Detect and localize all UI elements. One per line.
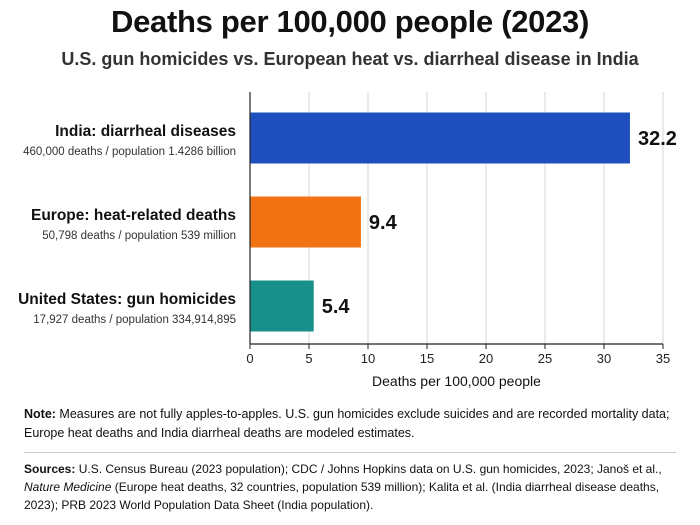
chart-title: Deaths per 100,000 people (2023) — [110, 4, 590, 39]
x-tick-label: 10 — [361, 351, 375, 366]
x-tick-label: 15 — [420, 351, 434, 366]
sources-journal: Nature Medicine — [24, 480, 112, 494]
category-subtitle: 17,927 deaths / population 334,914,895 — [33, 314, 236, 326]
x-tick-label: 25 — [538, 351, 552, 366]
sources-part1: U.S. Census Bureau (2023 population); CD… — [75, 462, 662, 476]
value-label: 32.2 — [638, 128, 677, 150]
bar-chart: 32.2 India: diarrheal diseases 460,000 dea… — [18, 92, 677, 389]
note-text: Measures are not fully apples-to-apples.… — [24, 407, 670, 440]
sources-part2: (Europe heat deaths, 32 countries, popul… — [24, 480, 660, 512]
x-tick-label: 30 — [597, 351, 611, 366]
bar — [250, 112, 630, 164]
category-label: United States: gun homicides — [18, 291, 236, 308]
chart-subtitle: U.S. gun homicides vs. European heat vs.… — [61, 49, 639, 69]
note-lead: Note: — [24, 407, 56, 421]
divider — [24, 452, 676, 453]
bar — [250, 280, 314, 332]
x-tick-label: 0 — [246, 351, 253, 366]
value-label: 5.4 — [322, 296, 351, 318]
x-axis-title: Deaths per 100,000 people — [372, 373, 541, 389]
footnote: Note: Measures are not fully apples-to-a… — [24, 405, 684, 443]
bar — [250, 196, 361, 248]
sources-lead: Sources: — [24, 462, 76, 476]
x-tick-label: 5 — [305, 351, 312, 366]
category-label: Europe: heat-related deaths — [31, 207, 236, 224]
x-tick-label: 35 — [656, 351, 670, 366]
category-label: India: diarrheal diseases — [55, 123, 236, 140]
category-subtitle: 460,000 deaths / population 1.4286 billi… — [23, 146, 236, 158]
x-tick-label: 20 — [479, 351, 493, 366]
sources: Sources: U.S. Census Bureau (2023 popula… — [24, 460, 694, 514]
value-label: 9.4 — [369, 212, 398, 234]
category-subtitle: 50,798 deaths / population 539 million — [42, 230, 236, 242]
